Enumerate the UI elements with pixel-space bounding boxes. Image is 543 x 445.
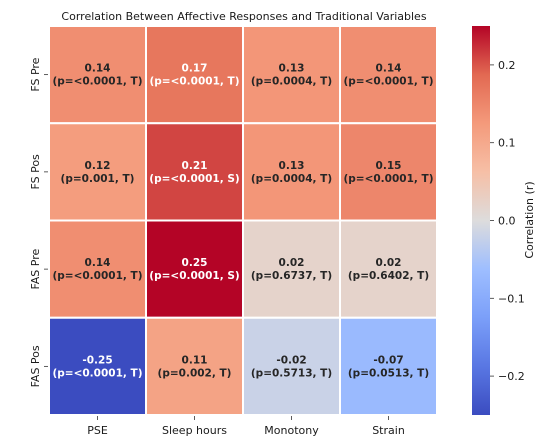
heatmap-cell <box>48 316 147 416</box>
cell-value-label: 0.14 <box>376 63 402 75</box>
cell-p-label: (p=<0.0001, T) <box>52 367 142 379</box>
cell-p-label: (p=0.5713, T) <box>251 367 332 379</box>
cell-value-label: 0.15 <box>376 160 402 172</box>
cell-value-label: 0.17 <box>182 63 208 75</box>
heatmap-cell <box>339 25 438 125</box>
heatmap-cell <box>339 219 438 319</box>
colorbar-gradient <box>472 26 490 415</box>
heatmap-cell <box>242 25 341 125</box>
cell-value-label: 0.14 <box>85 63 111 75</box>
cell-value-label: 0.25 <box>182 257 208 269</box>
cell-p-label: (p=0.0513, T) <box>348 367 429 379</box>
cell-p-label: (p=0.0004, T) <box>251 76 332 88</box>
heatmap-cell <box>48 25 147 125</box>
row-label: FS Pos <box>29 154 42 190</box>
cell-value-label: -0.02 <box>276 354 306 366</box>
cell-p-label: (p=<0.0001, S) <box>149 173 239 185</box>
heatmap-cell <box>242 316 341 416</box>
column-label: Monotony <box>264 424 319 437</box>
cell-p-label: (p=<0.0001, T) <box>343 173 433 185</box>
column-label: Sleep hours <box>162 424 227 437</box>
cell-value-label: 0.14 <box>85 257 111 269</box>
heatmap-cells: 0.14(p=<0.0001, T)0.17(p=<0.0001, T)0.13… <box>48 25 438 416</box>
cell-p-label: (p=0.6737, T) <box>251 270 332 282</box>
heatmap-cell <box>145 25 244 125</box>
colorbar-tick-label: −0.2 <box>498 370 525 383</box>
row-label: FAS Pre <box>29 248 42 289</box>
cell-value-label: 0.11 <box>182 354 208 366</box>
cell-p-label: (p=<0.0001, S) <box>149 270 239 282</box>
heatmap-cell <box>242 122 341 222</box>
heatmap-cell <box>339 122 438 222</box>
cell-value-label: 0.02 <box>279 257 305 269</box>
heatmap-cell <box>145 122 244 222</box>
heatmap-cell <box>48 219 147 319</box>
column-labels: PSE Sleep hours Monotony Strain <box>87 416 405 437</box>
cell-p-label: (p=0.001, T) <box>61 173 135 185</box>
cell-p-label: (p=0.6402, T) <box>348 270 429 282</box>
colorbar-tick-label: 0.1 <box>498 137 516 150</box>
heatmap-cell <box>48 122 147 222</box>
column-label: Strain <box>372 424 405 437</box>
chart-title: Correlation Between Affective Responses … <box>61 10 426 23</box>
cell-value-label: 0.21 <box>182 160 208 172</box>
cell-value-label: 0.02 <box>376 257 402 269</box>
heatmap-cell <box>145 316 244 416</box>
colorbar-ticks: 0.2 0.1 0.0 −0.1 −0.2 <box>490 59 525 383</box>
heatmap-cell <box>145 219 244 319</box>
row-label: FS Pre <box>29 57 42 91</box>
cell-p-label: (p=<0.0001, T) <box>52 270 142 282</box>
cell-p-label: (p=<0.0001, T) <box>52 76 142 88</box>
column-label: PSE <box>87 424 108 437</box>
row-labels: FS Pre FS Pos FAS Pre FAS Pos <box>29 57 48 387</box>
cell-value-label: 0.13 <box>279 160 305 172</box>
cell-value-label: 0.12 <box>85 160 111 172</box>
cell-value-label: -0.07 <box>373 354 403 366</box>
colorbar-tick-label: 0.2 <box>498 59 516 72</box>
colorbar-tick-label: −0.1 <box>498 292 525 305</box>
heatmap-cell <box>242 219 341 319</box>
cell-p-label: (p=<0.0001, T) <box>149 76 239 88</box>
colorbar-tick-label: 0.0 <box>498 215 516 228</box>
colorbar-label: Correlation (r) <box>523 181 536 258</box>
cell-p-label: (p=0.002, T) <box>158 367 232 379</box>
cell-p-label: (p=0.0004, T) <box>251 173 332 185</box>
cell-p-label: (p=<0.0001, T) <box>343 76 433 88</box>
row-label: FAS Pos <box>29 345 42 387</box>
heatmap-cell <box>339 316 438 416</box>
colorbar: 0.2 0.1 0.0 −0.1 −0.2 Correlation (r) <box>472 26 536 415</box>
cell-value-label: 0.13 <box>279 63 305 75</box>
cell-value-label: -0.25 <box>82 354 112 366</box>
